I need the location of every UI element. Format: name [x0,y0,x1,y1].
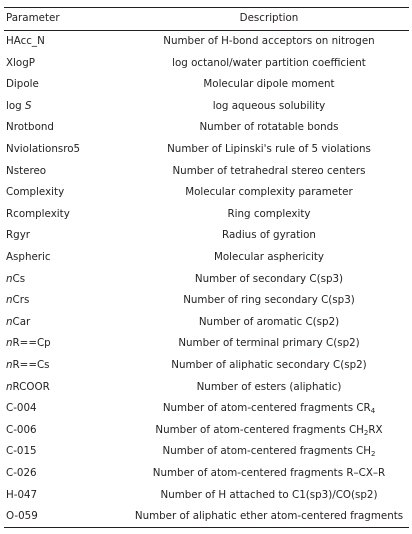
parameter-cell: nCrs [6,294,30,307]
parameter-cell: Dipole [6,78,39,91]
description-cell: Number of aliphatic ether atom-centered … [134,510,404,523]
top-rule [4,7,409,9]
description-cell: Number of esters (aliphatic) [196,380,342,393]
parameter-cell: C-015 [6,445,37,458]
description-cell: Molecular asphericity [213,251,325,263]
description-cell: Number of terminal primary C(sp2) [178,337,360,350]
parameter-cell: Nviolationsro5 [6,143,81,155]
description-cell: Ring complexity [227,207,311,220]
parameter-cell: C-006 [6,423,37,436]
description-cell: Number of secondary C(sp3) [194,272,344,285]
description-cell: Number of atom-centered fragments CH2RX [155,423,383,437]
description-cell: Number of atom-centered fragments R–CX–R [152,467,386,479]
header-rule [4,30,409,31]
parameter-cell: Aspheric [6,251,51,263]
description-cell: Number of H attached to C1(sp3)/CO(sp2) [160,488,378,501]
parameter-cell: H-047 [6,488,38,501]
parameter-cell: Complexity [6,186,65,199]
description-cell: Molecular dipole moment [203,78,335,91]
header-description: Description [239,12,299,24]
parameter-cell: nR==Cp [6,337,51,350]
parameter-cell: Nrotbond [6,121,54,134]
description-cell: log aqueous solubility [212,99,326,112]
description-cell: Number of atom-centered fragments CH2 [162,445,376,459]
description-cell: Number of ring secondary C(sp3) [183,294,355,307]
parameter-cell: nCs [6,272,26,285]
parameter-cell: Nstereo [6,164,47,177]
parameter-cell: Rcomplexity [6,207,70,220]
description-cell: log octanol/water partition coefficient [172,56,366,69]
description-cell: Number of aromatic C(sp2) [198,315,340,328]
parameter-cell: log S [6,99,32,112]
bottom-rule [4,527,409,529]
description-cell: Number of Lipinski's rule of 5 violation… [167,143,371,155]
parameter-cell: nCar [6,315,31,328]
header-parameter: Parameter [6,12,60,24]
parameter-cell: nR==Cs [6,359,50,371]
parameter-cell: C-026 [6,467,37,479]
parameter-cell: C-004 [6,402,37,415]
parameter-cell: Rgyr [6,229,31,242]
parameter-cell: HAcc_N [6,35,45,47]
parameter-cell: O-059 [6,510,38,523]
description-cell: Radius of gyration [222,229,316,242]
parameter-cell: nRCOOR [6,380,50,393]
description-cell: Number of aliphatic secondary C(sp2) [171,359,367,371]
description-cell: Number of tetrahedral stereo centers [172,164,366,177]
description-cell: Number of H-bond acceptors on nitrogen [163,35,375,47]
description-cell: Molecular complexity parameter [185,186,353,199]
description-cell: Number of atom-centered fragments CR4 [162,402,376,416]
description-cell: Number of rotatable bonds [199,121,339,134]
parameter-cell: XlogP [6,56,35,69]
